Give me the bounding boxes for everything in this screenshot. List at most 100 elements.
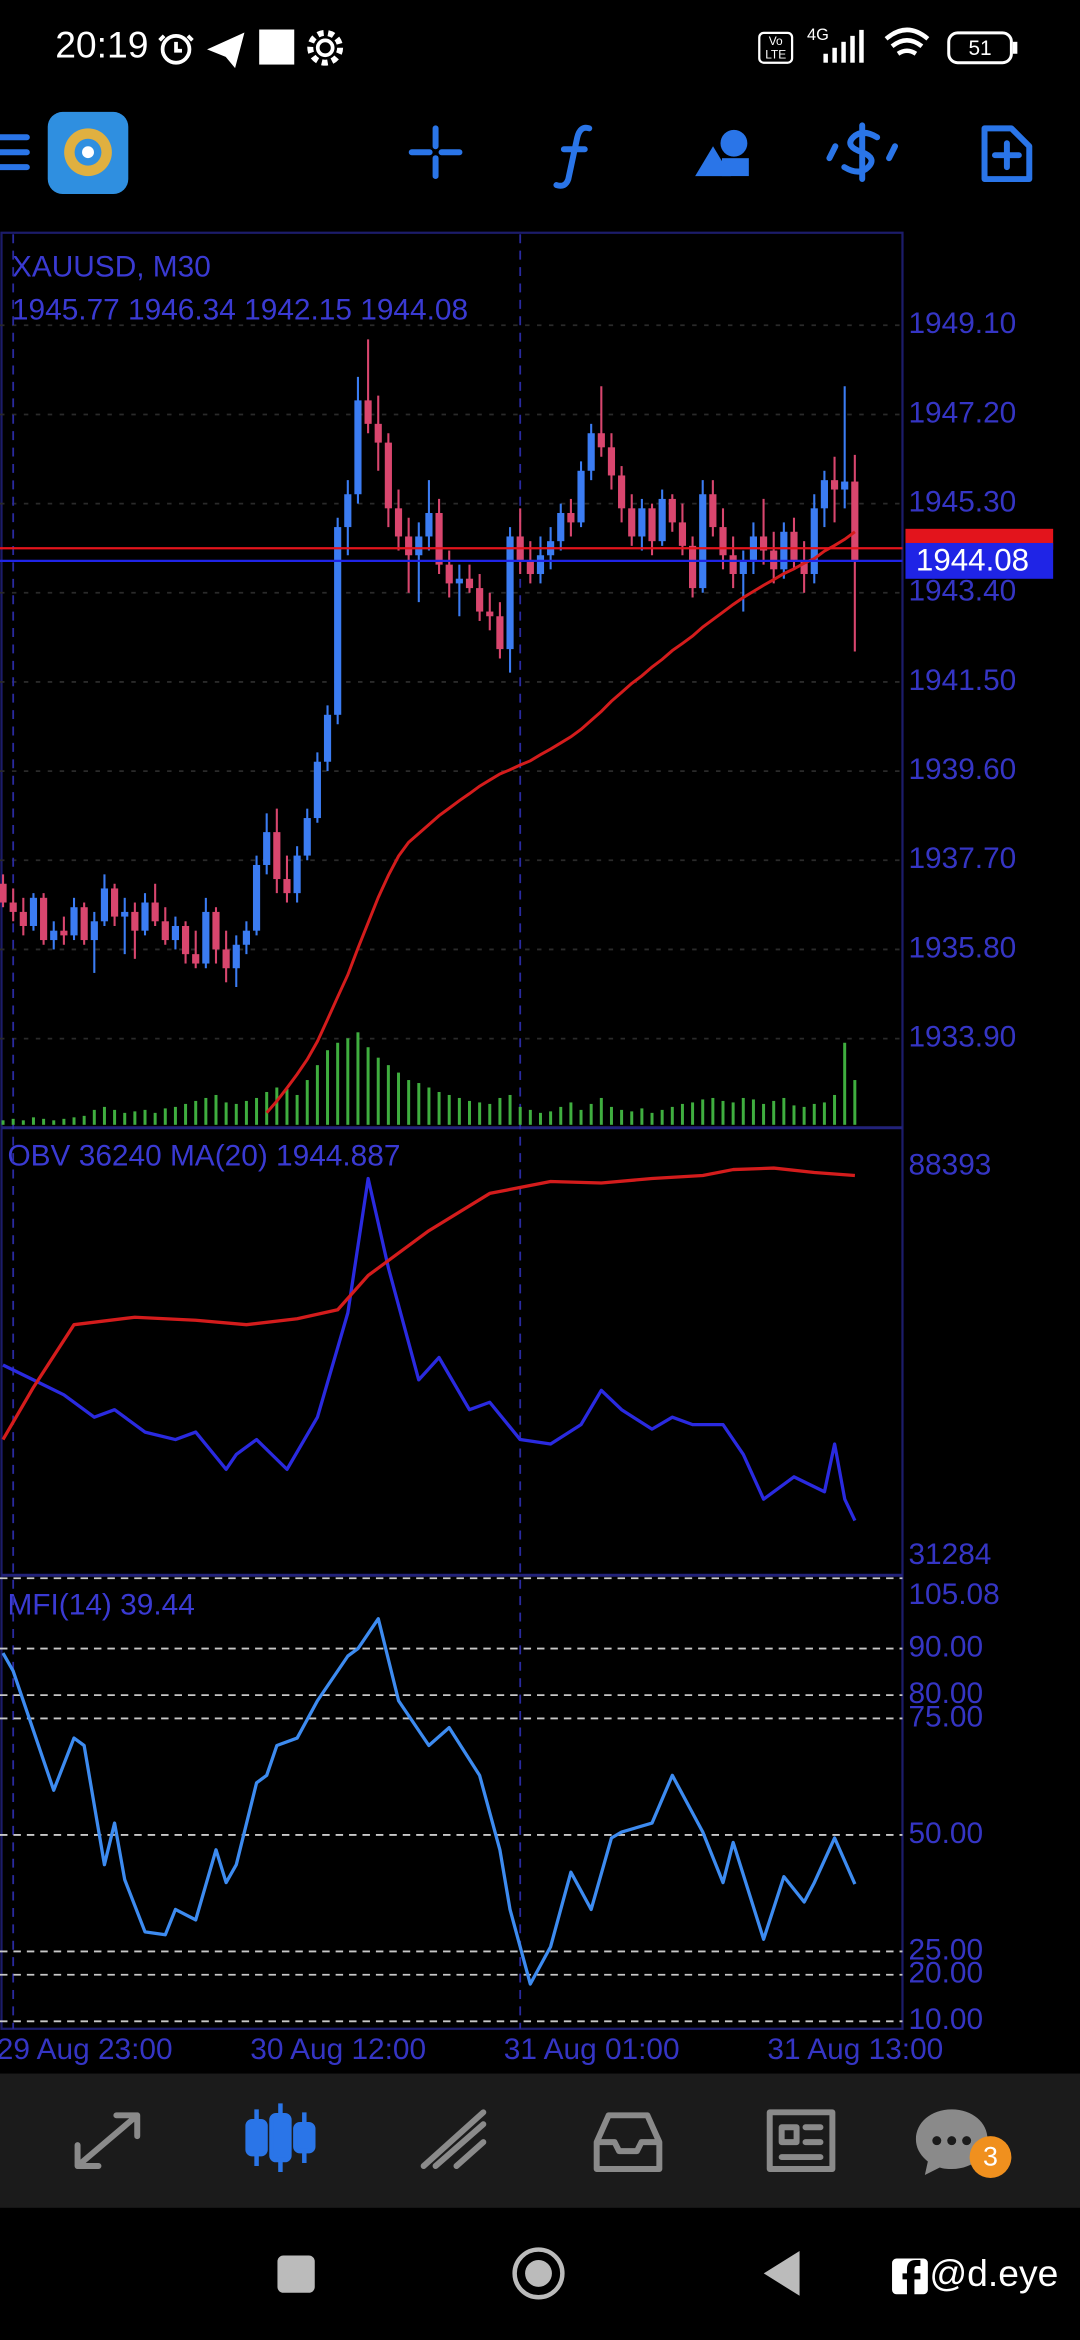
x-tick-label: 31 Aug 13:00 <box>767 2033 943 2066</box>
volume-bar <box>680 1103 684 1125</box>
history-tab[interactable] <box>593 2112 663 2172</box>
y-tick-label: 88393 <box>908 1148 991 1181</box>
volume-bar <box>366 1047 370 1125</box>
candle-body <box>131 911 139 931</box>
objects-button[interactable] <box>695 129 749 177</box>
candle-body <box>111 888 119 917</box>
candle-body <box>435 513 443 565</box>
volume-bar <box>133 1111 137 1125</box>
volume-bar <box>42 1118 46 1125</box>
volume-bar <box>559 1106 563 1125</box>
volume-bar <box>498 1097 502 1125</box>
volume-bar <box>224 1102 228 1125</box>
recents-button[interactable] <box>277 2255 315 2293</box>
volume-bar <box>285 1089 289 1125</box>
y-tick-label: 90.00 <box>908 1630 983 1663</box>
volume-bar <box>589 1103 593 1125</box>
y-tick-label: 10.00 <box>908 2003 983 2036</box>
candle-body <box>60 930 68 936</box>
volume-bar <box>538 1112 542 1125</box>
volume-bar <box>447 1094 451 1125</box>
volume-bar <box>315 1065 319 1125</box>
candle-body <box>263 832 271 865</box>
volume-bar <box>92 1109 96 1125</box>
volume-bar <box>11 1118 15 1125</box>
app-icon[interactable] <box>47 111 129 194</box>
volume-bar <box>782 1097 786 1125</box>
volume-bar <box>72 1117 76 1125</box>
candle-body <box>354 400 362 495</box>
volte-text: Vo <box>769 34 783 48</box>
volume-bar <box>244 1100 248 1125</box>
chart-area: XAUUSD, M30 1945.77 1946.34 1942.15 1944… <box>0 231 1054 2066</box>
candle-body <box>29 897 38 926</box>
x-tick-label: 31 Aug 01:00 <box>504 2033 680 2066</box>
x-tick-label: 29 Aug 23:00 <box>0 2033 173 2066</box>
volume-bar <box>478 1102 482 1125</box>
moving-average <box>265 530 856 1114</box>
obv-title: OBV 36240 MA(20) 1944.887 <box>7 1139 400 1172</box>
trade-button[interactable] <box>826 122 899 183</box>
candle-body <box>729 555 737 575</box>
menu-button[interactable] <box>0 134 30 171</box>
x-tick-label: 30 Aug 12:00 <box>250 2033 426 2066</box>
candle-body <box>648 508 656 542</box>
volume-bar <box>356 1032 360 1125</box>
candle-body <box>323 714 332 762</box>
y-tick-label: 75.00 <box>908 1700 983 1733</box>
volume-bar <box>640 1108 644 1125</box>
battery-icon <box>947 31 1013 65</box>
candle-body <box>445 564 453 584</box>
candle-body <box>50 930 58 941</box>
toolbar <box>0 111 1033 194</box>
new-order-button[interactable] <box>981 125 1033 183</box>
candle-body <box>252 864 261 931</box>
candle-body <box>577 470 585 523</box>
y-tick-label: 1941.50 <box>908 664 1016 697</box>
volume-bar <box>843 1042 847 1125</box>
y-tick-label: 80.00 <box>908 1677 983 1710</box>
volume-bar <box>721 1100 725 1125</box>
y-tick-label: 31284 <box>908 1538 991 1571</box>
candle-body <box>222 949 230 969</box>
news-tab[interactable] <box>766 2109 836 2172</box>
volume-bar <box>326 1050 330 1125</box>
candle-body <box>19 911 27 926</box>
candle-body <box>719 527 727 556</box>
volume-bar <box>650 1112 654 1125</box>
candle-body <box>273 832 281 880</box>
candle-body <box>465 578 474 589</box>
volume-bar <box>711 1097 715 1125</box>
messages-tab[interactable]: 3 <box>915 2109 1012 2178</box>
candle-body <box>597 433 605 448</box>
chart-tab[interactable] <box>245 2103 316 2172</box>
candle-body <box>80 907 88 941</box>
candle-body <box>9 902 17 912</box>
candle-body <box>506 536 514 650</box>
volume-bar <box>82 1115 86 1125</box>
crosshair-button[interactable] <box>408 125 463 180</box>
signal-icon <box>823 29 864 63</box>
candle-body <box>496 616 504 650</box>
candle-body <box>476 588 484 612</box>
quotes-tab[interactable] <box>74 2112 141 2170</box>
volume-bar <box>62 1118 66 1125</box>
candle-body <box>212 911 220 950</box>
trade-tab[interactable] <box>420 2109 487 2170</box>
indicators-button[interactable] <box>553 124 593 189</box>
candle-body <box>638 508 646 537</box>
volume-bar <box>1 1120 5 1125</box>
candle-body <box>830 480 839 490</box>
volume-bar <box>620 1109 624 1125</box>
candle-body <box>181 925 190 955</box>
volte-icon <box>758 31 794 64</box>
candle-body <box>567 513 575 523</box>
candle-body <box>739 559 747 575</box>
volume-bar <box>31 1117 35 1125</box>
home-button[interactable] <box>512 2247 565 2300</box>
candle-body <box>780 531 788 570</box>
back-button[interactable] <box>763 2251 800 2296</box>
y-tick-label: 1943.40 <box>908 575 1016 608</box>
volume-bar <box>163 1108 167 1125</box>
volume-bar <box>670 1106 674 1125</box>
